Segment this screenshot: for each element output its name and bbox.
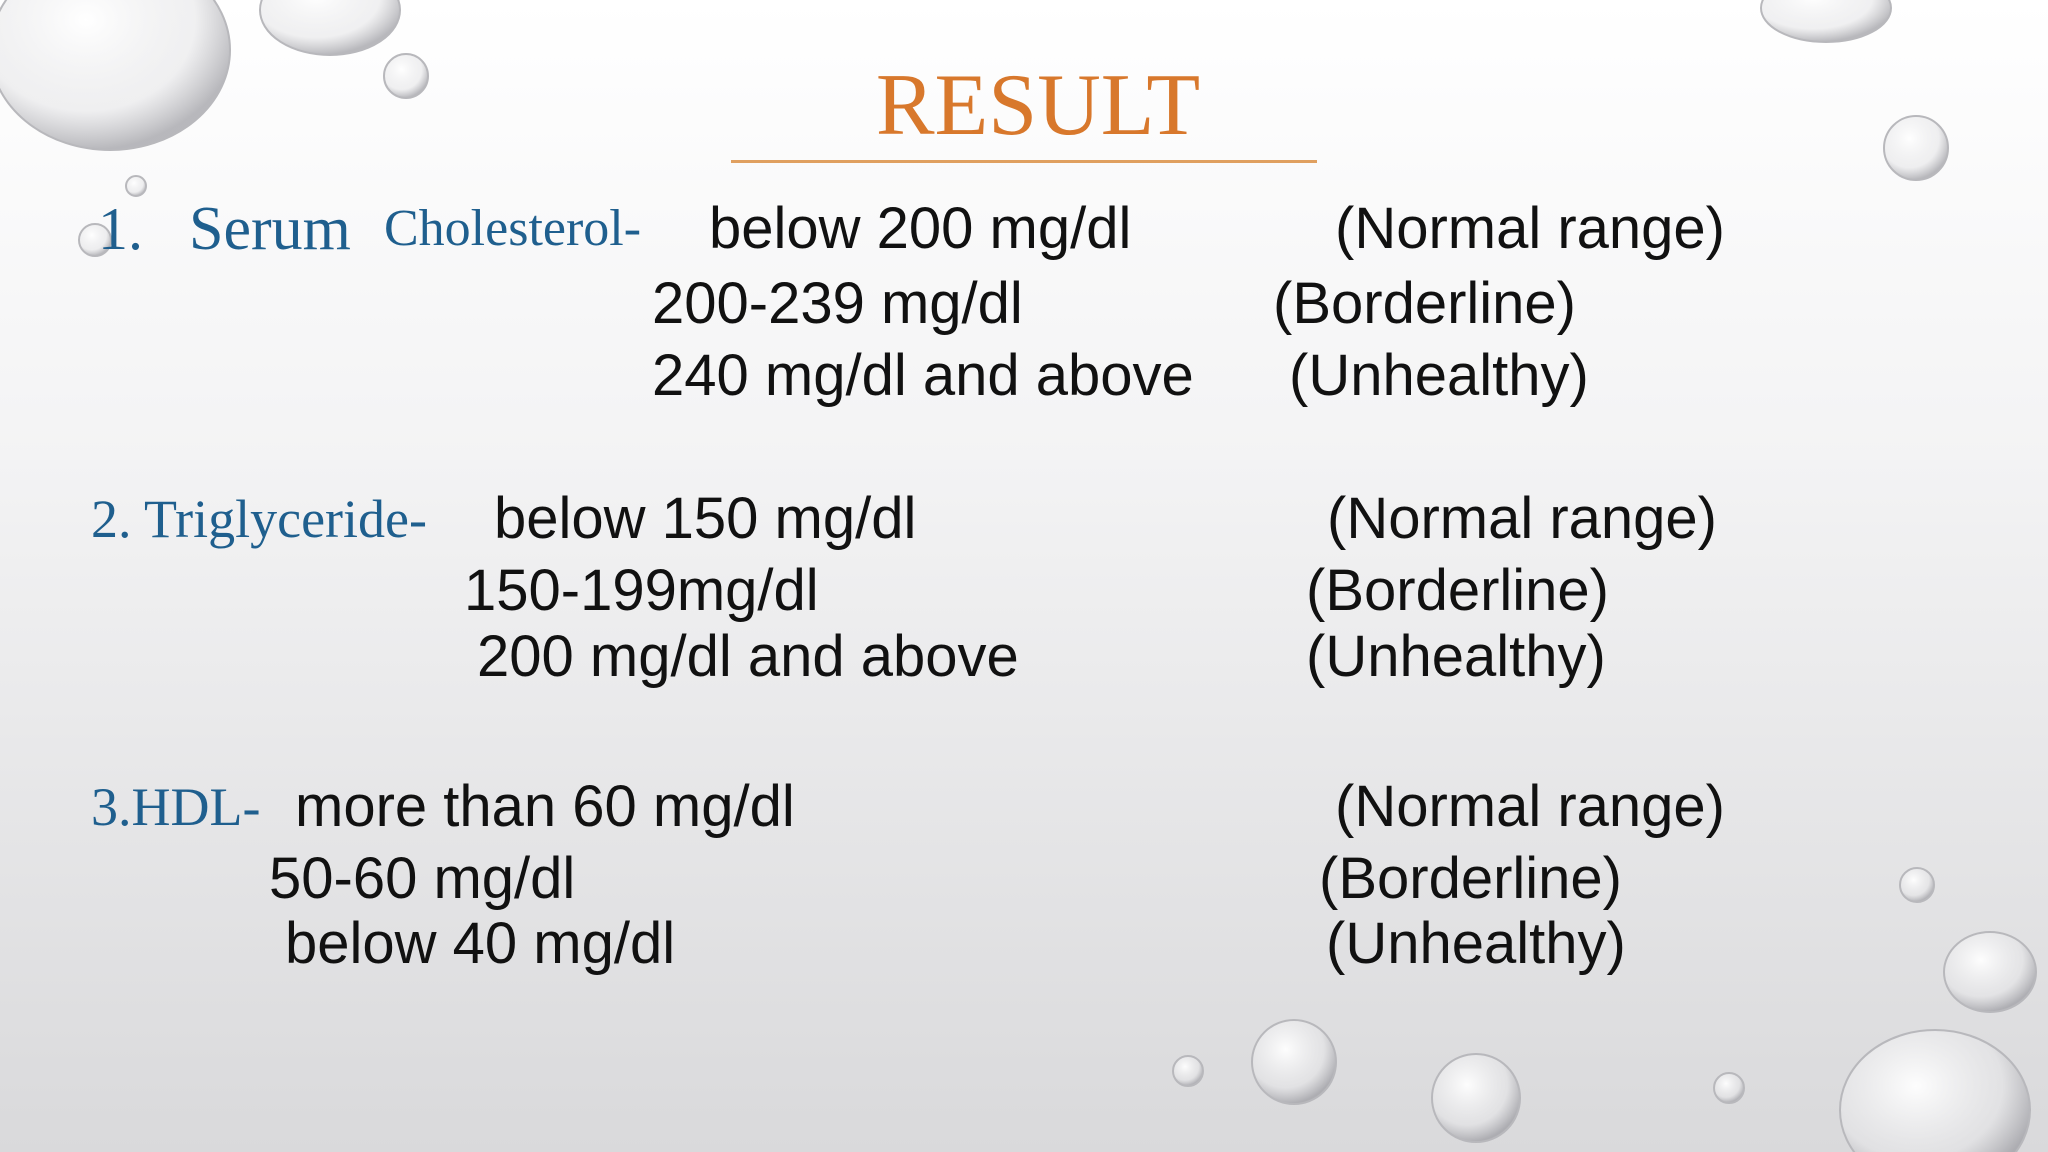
status-text: (Normal range) — [1327, 486, 1717, 552]
range-text: 50-60 mg/dl — [269, 846, 576, 912]
section-label: 2. Triglyceride- — [91, 489, 427, 550]
range-text: below 150 mg/dl — [494, 486, 917, 552]
range-text: 200-239 mg/dl — [652, 271, 1023, 337]
status-text: (Borderline) — [1306, 558, 1609, 624]
status-text: (Normal range) — [1335, 196, 1725, 262]
section-label: Cholesterol- — [384, 200, 642, 258]
section-label: 1. — [98, 196, 143, 262]
status-text: (Unhealthy) — [1306, 624, 1606, 690]
status-text: (Unhealthy) — [1289, 343, 1589, 409]
status-text: (Normal range) — [1335, 774, 1725, 840]
range-text: 200 mg/dl and above — [477, 624, 1019, 690]
status-text: (Unhealthy) — [1326, 911, 1626, 977]
slide-title: RESULT — [875, 57, 1201, 154]
range-text: 150-199mg/dl — [464, 558, 819, 624]
range-text: below 200 mg/dl — [709, 196, 1132, 262]
range-text: 240 mg/dl and above — [652, 343, 1194, 409]
title-underline — [731, 160, 1317, 163]
range-text: more than 60 mg/dl — [295, 774, 795, 840]
status-text: (Borderline) — [1273, 271, 1576, 337]
status-text: (Borderline) — [1319, 846, 1622, 912]
section-label: Serum — [189, 194, 351, 263]
section-label: 3.HDL- — [91, 777, 261, 838]
range-text: below 40 mg/dl — [285, 911, 676, 977]
